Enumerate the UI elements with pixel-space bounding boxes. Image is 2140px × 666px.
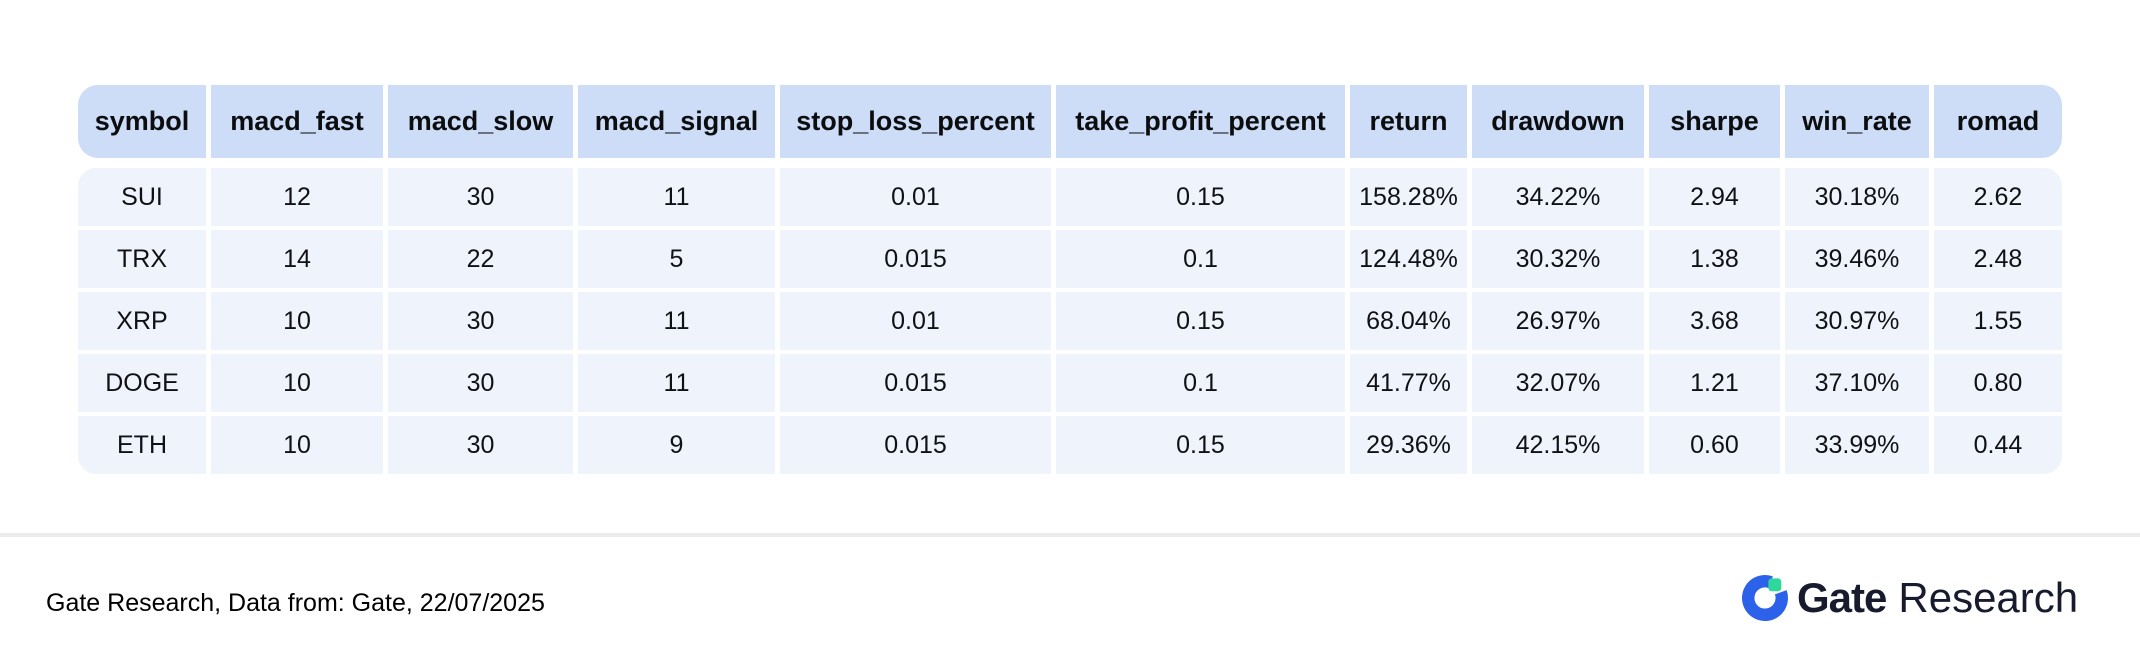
table-cell-symbol: DOGE [78, 354, 206, 412]
table-cell: 0.01 [780, 168, 1051, 226]
table-cell: 30 [388, 168, 573, 226]
table-cell: 0.44 [1934, 416, 2062, 474]
table-cell: 2.48 [1934, 230, 2062, 288]
table-cell: 158.28% [1350, 168, 1467, 226]
table-body: SUI 12 30 11 0.01 0.15 158.28% 34.22% 2.94 30.18%… [78, 168, 2062, 474]
table-cell: 0.015 [780, 354, 1051, 412]
table-cell: 32.07% [1472, 354, 1644, 412]
column-header-symbol: symbol [78, 85, 206, 158]
table-cell: 42.15% [1472, 416, 1644, 474]
table-cell: 41.77% [1350, 354, 1467, 412]
table-cell: 30.32% [1472, 230, 1644, 288]
table-cell: 30.18% [1785, 168, 1929, 226]
column-header-macd_slow: macd_slow [388, 85, 573, 158]
table-cell: 1.21 [1649, 354, 1780, 412]
table-cell: 0.80 [1934, 354, 2062, 412]
table-cell: 0.015 [780, 416, 1051, 474]
table-cell: 30 [388, 354, 573, 412]
table-cell-symbol: XRP [78, 292, 206, 350]
table-cell: 30.97% [1785, 292, 1929, 350]
table-cell: 11 [578, 354, 775, 412]
table-cell: 0.01 [780, 292, 1051, 350]
table-cell: 30 [388, 292, 573, 350]
table-cell: 33.99% [1785, 416, 1929, 474]
table-cell: 30 [388, 416, 573, 474]
table-cell: 37.10% [1785, 354, 1929, 412]
logo-brand-text: Gate [1797, 574, 1887, 621]
column-header-take_profit_percent: take_profit_percent [1056, 85, 1345, 158]
table-cell: 0.60 [1649, 416, 1780, 474]
column-header-stop_loss_percent: stop_loss_percent [780, 85, 1051, 158]
source-attribution: Gate Research, Data from: Gate, 22/07/20… [46, 589, 545, 617]
table-cell-symbol: ETH [78, 416, 206, 474]
optimization-results-table: symbol macd_fast macd_slow macd_signal stop_… [78, 85, 2062, 474]
table-cell: 0.15 [1056, 168, 1345, 226]
column-header-return: return [1350, 85, 1467, 158]
table-cell: 26.97% [1472, 292, 1644, 350]
column-header-macd_fast: macd_fast [211, 85, 383, 158]
table-cell: 34.22% [1472, 168, 1644, 226]
table-cell-symbol: SUI [78, 168, 206, 226]
table-cell: 10 [211, 416, 383, 474]
table-cell: 1.38 [1649, 230, 1780, 288]
column-header-sharpe: sharpe [1649, 85, 1780, 158]
table-cell: 68.04% [1350, 292, 1467, 350]
column-header-romad: romad [1934, 85, 2062, 158]
gate-research-logo: Gate Research [1742, 575, 2078, 621]
table-cell: 5 [578, 230, 775, 288]
footer-divider [0, 533, 2140, 537]
table-cell-symbol: TRX [78, 230, 206, 288]
table-cell: 0.1 [1056, 354, 1345, 412]
logo-suffix-text: Research [1898, 574, 2079, 621]
table-cell: 12 [211, 168, 383, 226]
gate-logo-square [1768, 578, 1782, 592]
gate-logo-icon [1742, 575, 1788, 621]
table-cell: 29.36% [1350, 416, 1467, 474]
table-cell: 22 [388, 230, 573, 288]
table-cell: 0.015 [780, 230, 1051, 288]
column-header-win_rate: win_rate [1785, 85, 1929, 158]
table-cell: 0.1 [1056, 230, 1345, 288]
table-cell: 11 [578, 168, 775, 226]
table-cell: 10 [211, 292, 383, 350]
table-cell: 9 [578, 416, 775, 474]
table-cell: 11 [578, 292, 775, 350]
table-cell: 39.46% [1785, 230, 1929, 288]
table-cell: 10 [211, 354, 383, 412]
table-cell: 3.68 [1649, 292, 1780, 350]
table-cell: 0.15 [1056, 416, 1345, 474]
table-header-row: symbol macd_fast macd_slow macd_signal stop_… [78, 85, 2062, 158]
table-cell: 2.62 [1934, 168, 2062, 226]
column-header-drawdown: drawdown [1472, 85, 1644, 158]
table-cell: 0.15 [1056, 292, 1345, 350]
gate-logo-ring [1742, 575, 1788, 621]
table-cell: 1.55 [1934, 292, 2062, 350]
table-cell: 2.94 [1649, 168, 1780, 226]
column-header-macd_signal: macd_signal [578, 85, 775, 158]
table-cell: 14 [211, 230, 383, 288]
table-cell: 124.48% [1350, 230, 1467, 288]
